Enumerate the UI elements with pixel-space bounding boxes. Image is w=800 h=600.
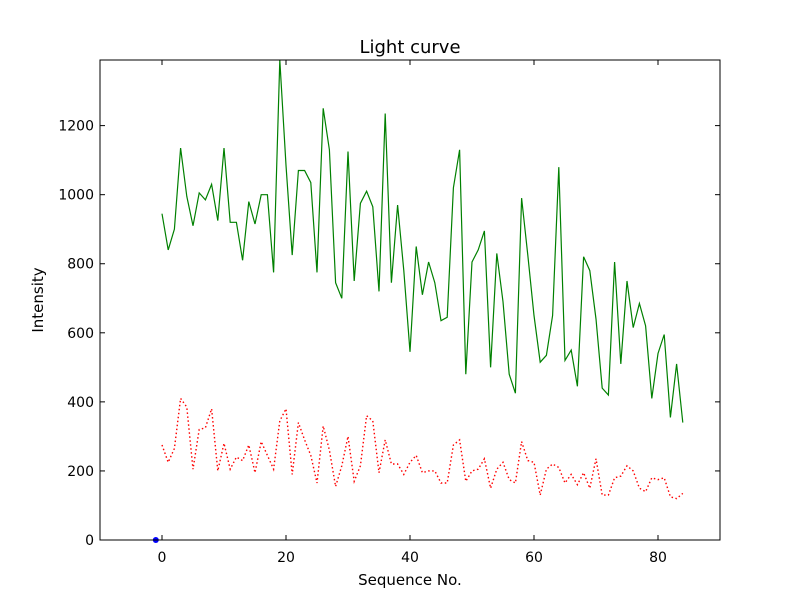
y-tick-label: 200 xyxy=(67,464,94,480)
y-tick-label: 1000 xyxy=(58,188,94,204)
series-1-line xyxy=(161,59,684,423)
x-tick-label: 40 xyxy=(401,550,419,566)
plot-area xyxy=(152,59,684,543)
plot-frame xyxy=(99,59,721,541)
y-tick-label: 600 xyxy=(67,326,94,342)
x-tick-label: 60 xyxy=(525,550,543,566)
chart-title: Light curve xyxy=(359,37,460,58)
x-tick-label: 0 xyxy=(158,550,167,566)
y-tick-label: 800 xyxy=(67,257,94,273)
x-tick-label: 80 xyxy=(649,550,667,566)
y-axis-label: Intensity xyxy=(29,267,47,332)
y-tick-label: 400 xyxy=(67,395,94,411)
y-tick-label: 0 xyxy=(85,533,94,549)
series-2-line xyxy=(161,396,684,500)
x-tick-label: 20 xyxy=(277,550,295,566)
y-tick-label: 1200 xyxy=(58,119,94,135)
x-axis-label: Sequence No. xyxy=(358,571,462,589)
